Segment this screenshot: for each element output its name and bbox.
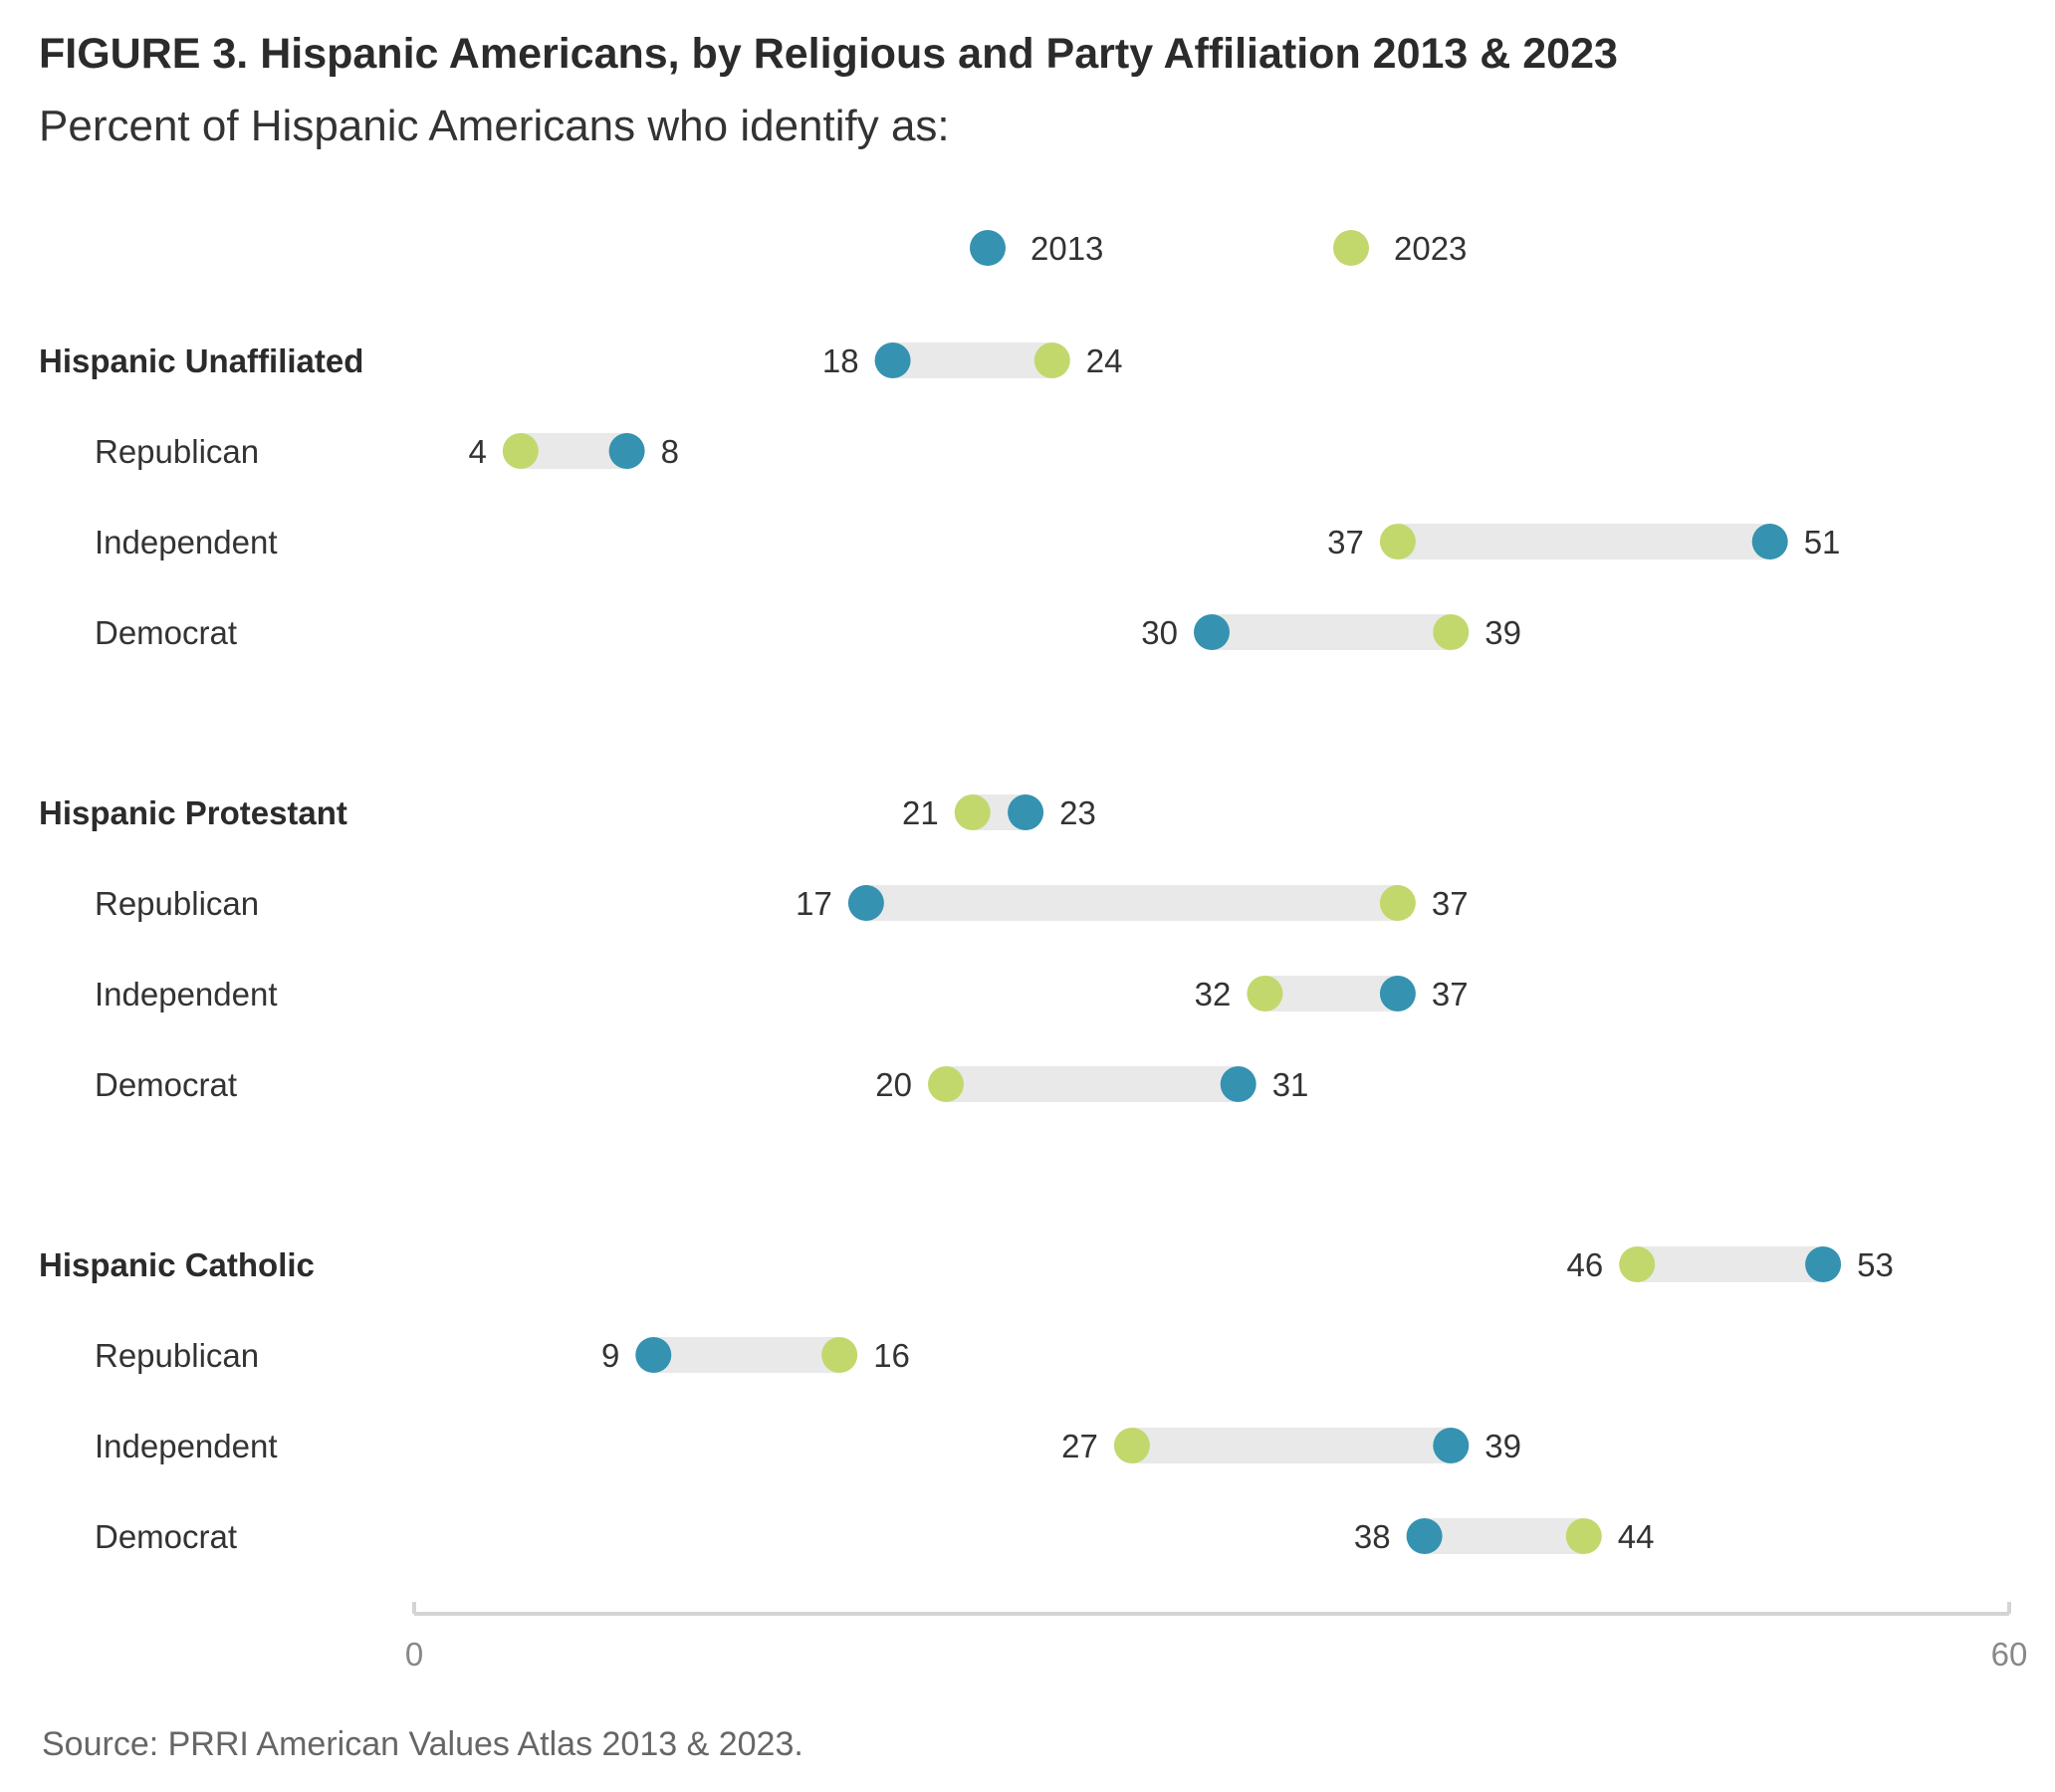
dot-2013 — [1379, 976, 1416, 1011]
row-label: Democrat — [95, 1518, 237, 1555]
value-label-low: 21 — [902, 794, 939, 831]
chart-title: FIGURE 3. Hispanic Americans, by Religio… — [39, 30, 1618, 78]
value-label-low: 27 — [1061, 1428, 1098, 1464]
range-bar — [1264, 976, 1398, 1011]
dot-2023 — [954, 794, 991, 830]
value-label-low: 17 — [796, 885, 832, 922]
value-label-high: 16 — [873, 1337, 910, 1374]
dot-2013 — [608, 433, 645, 469]
dot-2023 — [1379, 885, 1416, 921]
value-label-high: 39 — [1484, 1428, 1521, 1464]
dot-2013 — [1220, 1066, 1256, 1102]
dot-2023 — [928, 1066, 964, 1102]
dot-2023 — [1565, 1518, 1602, 1554]
value-label-low: 18 — [822, 342, 859, 379]
dot-2023 — [1247, 976, 1283, 1011]
x-tick-label: 0 — [405, 1636, 423, 1673]
dot-2023 — [1433, 614, 1470, 650]
value-label-high: 23 — [1059, 794, 1096, 831]
row-label: Republican — [95, 885, 259, 922]
value-label-high: 39 — [1484, 614, 1521, 651]
value-label-high: 53 — [1857, 1246, 1894, 1283]
value-label-high: 31 — [1272, 1066, 1309, 1103]
range-bar — [865, 885, 1398, 921]
row-label: Independent — [95, 1428, 278, 1464]
dot-2023 — [1033, 342, 1070, 378]
legend-marker-2013 — [970, 230, 1006, 266]
value-label-low: 30 — [1141, 614, 1178, 651]
row-label: Republican — [95, 433, 259, 470]
value-label-low: 37 — [1327, 524, 1364, 560]
dot-2013 — [847, 885, 884, 921]
value-label-high: 37 — [1432, 976, 1469, 1012]
range-bar — [946, 1066, 1239, 1102]
row-label: Independent — [95, 524, 278, 560]
dot-2013 — [1433, 1428, 1470, 1463]
legend-label-2013: 2013 — [1030, 230, 1103, 267]
value-label-low: 9 — [601, 1337, 619, 1374]
group-label: Hispanic Catholic — [39, 1246, 315, 1283]
range-bar — [892, 342, 1052, 378]
legend-label-2023: 2023 — [1394, 230, 1467, 267]
dot-2013 — [1751, 524, 1788, 560]
x-tick-label: 60 — [1991, 1636, 2028, 1673]
dot-2013 — [1008, 794, 1044, 830]
dot-2023 — [1379, 524, 1416, 560]
row-label: Republican — [95, 1337, 259, 1374]
dot-2013 — [1194, 614, 1230, 650]
value-label-high: 44 — [1618, 1518, 1655, 1555]
source-note: Source: PRRI American Values Atlas 2013 … — [42, 1725, 803, 1763]
dot-2023 — [1619, 1246, 1656, 1282]
dot-2013 — [1805, 1246, 1842, 1282]
range-bar — [653, 1337, 840, 1373]
range-bar — [1397, 524, 1770, 560]
dot-2013 — [874, 342, 911, 378]
dot-2023 — [821, 1337, 858, 1373]
dot-2013 — [1406, 1518, 1443, 1554]
row-label: Democrat — [95, 614, 237, 651]
value-label-low: 20 — [875, 1066, 912, 1103]
range-bar — [1131, 1428, 1452, 1463]
dot-2023 — [1113, 1428, 1150, 1463]
value-label-high: 8 — [661, 433, 679, 470]
value-label-low: 32 — [1195, 976, 1232, 1012]
value-label-low: 46 — [1566, 1246, 1603, 1283]
value-label-low: 4 — [468, 433, 486, 470]
group-label: Hispanic Protestant — [39, 794, 347, 831]
row-label: Democrat — [95, 1066, 237, 1103]
chart-subtitle: Percent of Hispanic Americans who identi… — [39, 102, 950, 150]
value-label-low: 38 — [1354, 1518, 1391, 1555]
dot-2013 — [635, 1337, 672, 1373]
group-label: Hispanic Unaffiliated — [39, 342, 363, 379]
row-label: Independent — [95, 976, 278, 1012]
legend-marker-2023 — [1333, 230, 1369, 266]
value-label-high: 37 — [1432, 885, 1469, 922]
value-label-high: 24 — [1086, 342, 1123, 379]
value-label-high: 51 — [1804, 524, 1841, 560]
range-bar — [1424, 1518, 1584, 1554]
range-bar — [1212, 614, 1452, 650]
dot-2023 — [502, 433, 539, 469]
range-bar — [1637, 1246, 1824, 1282]
